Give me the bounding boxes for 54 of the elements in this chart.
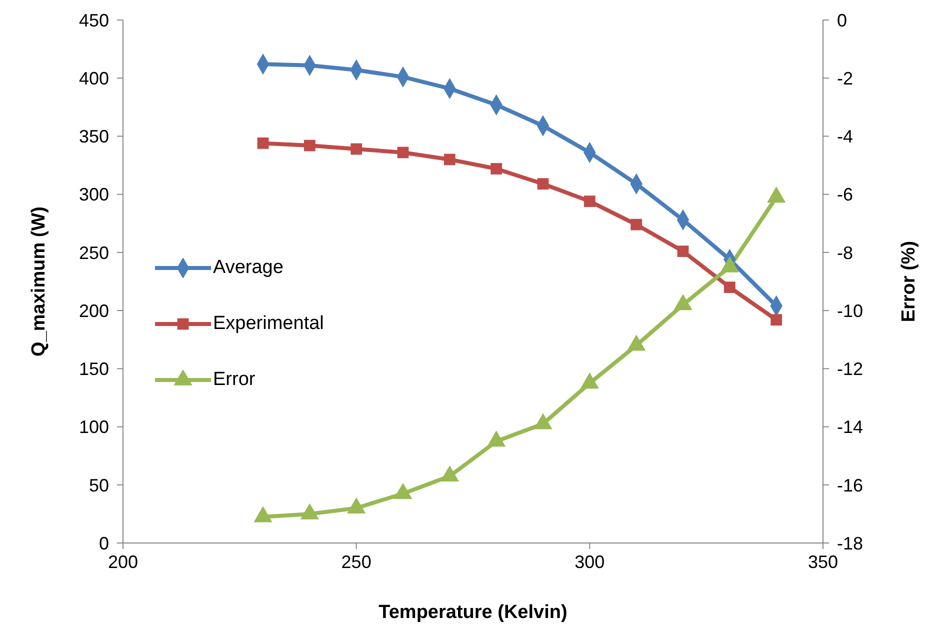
y2-tick-label: -2: [837, 68, 854, 88]
legend-label: Error: [213, 369, 256, 391]
y2-tick-label: -10: [837, 300, 864, 321]
point: [770, 314, 782, 326]
point: [487, 430, 506, 447]
point: [724, 282, 736, 294]
x-tick-label: 300: [574, 552, 605, 572]
point: [534, 413, 552, 430]
y-tick-label: 100: [78, 417, 109, 438]
y2-tick-label: -6: [837, 184, 854, 205]
y2-axis-title: Error (%): [898, 240, 920, 322]
point: [300, 503, 319, 520]
legend-label: Average: [213, 257, 284, 279]
point: [394, 482, 412, 499]
point: [444, 154, 456, 166]
y2-tick-label: -4: [837, 126, 854, 147]
point: [584, 196, 596, 208]
y-tick-label: 350: [78, 126, 109, 147]
point: [257, 137, 269, 149]
y-tick-label: 50: [88, 475, 109, 496]
y-tick-label: 400: [78, 68, 109, 88]
point: [627, 334, 646, 351]
y-tick-label: 200: [78, 300, 109, 321]
y-tick-label: 450: [78, 10, 109, 30]
y2-tick-label: -18: [837, 533, 864, 554]
y-axis-title: Q_maximum (W): [28, 206, 50, 356]
point: [630, 218, 642, 230]
legend-label: Experimental: [213, 313, 324, 335]
y-tick-label: 300: [78, 184, 109, 205]
y2-tick-label: -16: [837, 475, 864, 496]
y2-tick-label: 0: [837, 10, 848, 30]
x-tick-label: 200: [108, 552, 138, 572]
x-axis-title: Temperature (Kelvin): [378, 602, 568, 623]
y-tick-label: 150: [78, 359, 109, 380]
x-tick-label: 350: [808, 552, 838, 572]
y2-tick-label: -14: [837, 417, 864, 438]
y-tick-label: 0: [98, 533, 109, 554]
point: [720, 256, 739, 272]
point: [767, 186, 786, 203]
point: [537, 178, 549, 190]
point: [490, 163, 502, 174]
point: [580, 372, 599, 389]
y2-tick-label: -8: [837, 242, 854, 263]
y-tick-label: 250: [78, 242, 109, 263]
point: [304, 140, 316, 152]
point: [440, 465, 459, 482]
point: [397, 146, 409, 158]
point: [350, 143, 362, 155]
point: [347, 497, 366, 514]
point: [674, 294, 692, 310]
x-tick-label: 250: [341, 552, 372, 572]
y2-tick-label: -12: [837, 359, 864, 380]
point: [254, 506, 272, 522]
point: [677, 246, 689, 257]
